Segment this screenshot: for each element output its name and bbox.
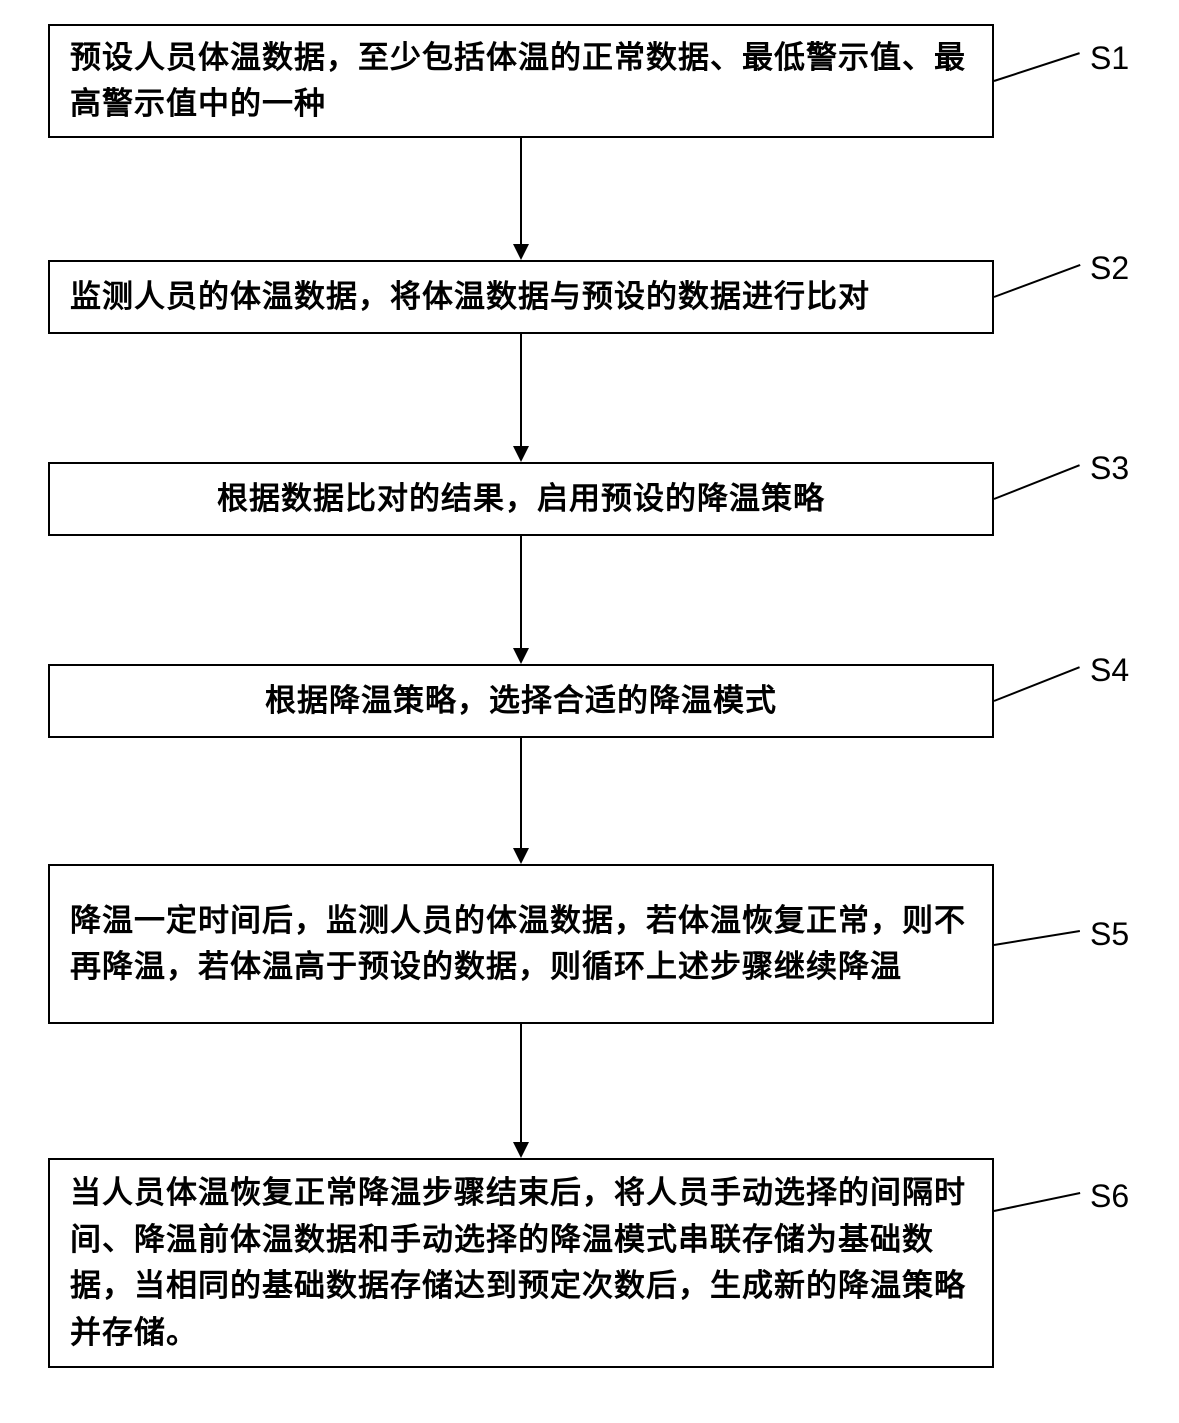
- arrow-head-s4-s5: [513, 848, 529, 864]
- arrow-head-s2-s3: [513, 446, 529, 462]
- arrow-head-s3-s4: [513, 648, 529, 664]
- flow-node-text-s2: 监测人员的体温数据，将体温数据与预设的数据进行比对: [70, 274, 870, 321]
- flowchart-container: 预设人员体温数据，至少包括体温的正常数据、最低警示值、最高警示值中的一种 S1 监测…: [0, 0, 1179, 1423]
- flow-node-s2: 监测人员的体温数据，将体温数据与预设的数据进行比对: [48, 260, 994, 334]
- step-label-s3: S3: [1090, 450, 1129, 487]
- flow-node-text-s5: 降温一定时间后，监测人员的体温数据，若体温恢复正常，则不再降温，若体温高于预设的…: [70, 898, 972, 991]
- edge-s5-s6: [520, 1024, 522, 1142]
- label-connector-s2: [994, 264, 1081, 298]
- edge-s2-s3: [520, 334, 522, 446]
- flow-node-text-s1: 预设人员体温数据，至少包括体温的正常数据、最低警示值、最高警示值中的一种: [70, 35, 972, 128]
- label-connector-s5: [994, 930, 1080, 946]
- label-connector-s3: [994, 464, 1081, 500]
- arrow-head-s1-s2: [513, 244, 529, 260]
- step-label-s6: S6: [1090, 1178, 1129, 1215]
- label-connector-s4: [994, 666, 1081, 702]
- step-label-s1: S1: [1090, 40, 1129, 77]
- flow-node-s3: 根据数据比对的结果，启用预设的降温策略: [48, 462, 994, 536]
- flow-node-s1: 预设人员体温数据，至少包括体温的正常数据、最低警示值、最高警示值中的一种: [48, 24, 994, 138]
- label-connector-s6: [994, 1192, 1080, 1212]
- flow-node-s6: 当人员体温恢复正常降温步骤结束后，将人员手动选择的间隔时间、降温前体温数据和手动…: [48, 1158, 994, 1368]
- flow-node-text-s4: 根据降温策略，选择合适的降温模式: [265, 678, 777, 725]
- edge-s4-s5: [520, 738, 522, 848]
- label-connector-s1: [994, 52, 1081, 82]
- flow-node-text-s3: 根据数据比对的结果，启用预设的降温策略: [217, 476, 825, 523]
- step-label-s2: S2: [1090, 250, 1129, 287]
- edge-s1-s2: [520, 138, 522, 244]
- flow-node-text-s6: 当人员体温恢复正常降温步骤结束后，将人员手动选择的间隔时间、降温前体温数据和手动…: [70, 1170, 972, 1356]
- flow-node-s4: 根据降温策略，选择合适的降温模式: [48, 664, 994, 738]
- edge-s3-s4: [520, 536, 522, 648]
- step-label-s4: S4: [1090, 652, 1129, 689]
- arrow-head-s5-s6: [513, 1142, 529, 1158]
- flow-node-s5: 降温一定时间后，监测人员的体温数据，若体温恢复正常，则不再降温，若体温高于预设的…: [48, 864, 994, 1024]
- step-label-s5: S5: [1090, 916, 1129, 953]
